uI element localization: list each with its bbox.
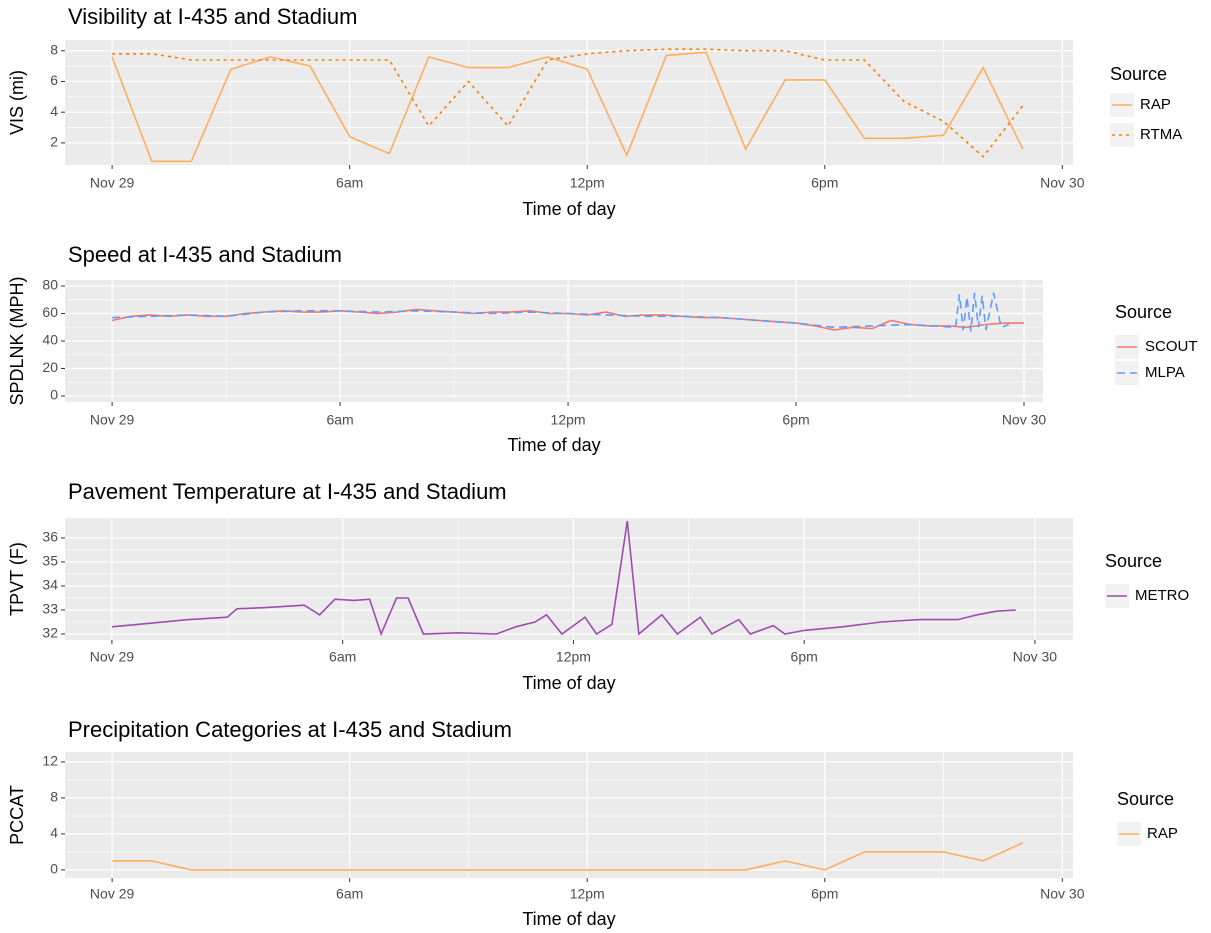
x-tick-label: Nov 30 [1040,886,1085,902]
legend-label: RAP [1147,825,1178,842]
y-tick-label: 35 [42,553,58,569]
x-axis-title: Time of day [507,435,600,455]
y-tick-label: 40 [42,332,58,348]
x-tick-label: 6pm [811,886,838,902]
x-tick-label: 12pm [570,886,605,902]
panel-title: Speed at I-435 and Stadium [68,242,342,267]
x-tick-label: 12pm [570,175,605,191]
legend-title: Source [1110,64,1167,84]
y-tick-label: 80 [42,277,58,293]
series-line [111,520,1016,637]
y-tick-label: 36 [42,529,58,545]
x-tick-label: Nov 30 [1040,175,1085,191]
x-tick-label: Nov 29 [90,412,135,428]
y-tick-label: 32 [42,625,58,641]
y-tick-label: 0 [50,387,58,403]
y-tick-label: 60 [42,304,58,320]
series-line [111,51,1024,163]
x-tick-label: 6pm [791,649,818,665]
y-tick-label: 8 [50,789,58,805]
y-tick-label: 4 [50,103,58,119]
legend-label: RAP [1140,96,1171,113]
y-tick-label: 33 [42,601,58,617]
series-line [112,842,1024,871]
y-tick-label: 12 [42,753,58,769]
legend-title: Source [1105,551,1162,571]
plot-background [65,40,1073,165]
x-tick-label: 6pm [811,175,838,191]
y-tick-label: 0 [50,861,58,877]
y-tick-label: 34 [42,577,58,593]
y-tick-label: 20 [42,359,58,375]
legend-label: MLPA [1145,364,1185,381]
x-tick-label: Nov 30 [1013,649,1058,665]
legend-title: Source [1117,789,1174,809]
y-tick-label: 6 [50,72,58,88]
x-tick-label: 6am [336,175,363,191]
x-axis-title: Time of day [522,199,615,219]
legend-title: Source [1115,302,1172,322]
x-tick-label: 12pm [556,649,591,665]
x-tick-label: Nov 29 [90,649,135,665]
x-tick-label: 6am [329,649,356,665]
panel-title: Visibility at I-435 and Stadium [68,4,357,29]
x-tick-label: 6am [326,412,353,428]
y-axis-title: VIS (mi) [7,70,27,135]
panel-title: Precipitation Categories at I-435 and St… [68,717,512,742]
legend-label: SCOUT [1145,338,1198,355]
plot-background [65,752,1073,878]
y-tick-label: 8 [50,41,58,57]
x-axis-title: Time of day [522,673,615,693]
x-tick-label: 6pm [782,412,809,428]
x-tick-label: Nov 29 [90,175,135,191]
series-line [112,292,1010,332]
x-tick-label: Nov 30 [1002,412,1047,428]
x-axis-title: Time of day [522,909,615,929]
legend-label: METRO [1135,587,1189,604]
y-axis-title: PCCAT [7,785,27,845]
legend-label: RTMA [1140,126,1182,143]
x-tick-label: 12pm [551,412,586,428]
x-tick-label: Nov 29 [90,886,135,902]
panel-title: Pavement Temperature at I-435 and Stadiu… [68,479,507,504]
y-tick-label: 2 [50,134,58,150]
x-tick-label: 6am [336,886,363,902]
y-axis-title: SPDLNK (MPH) [7,276,27,405]
y-axis-title: TPVT (F) [7,542,27,616]
y-tick-label: 4 [50,825,58,841]
